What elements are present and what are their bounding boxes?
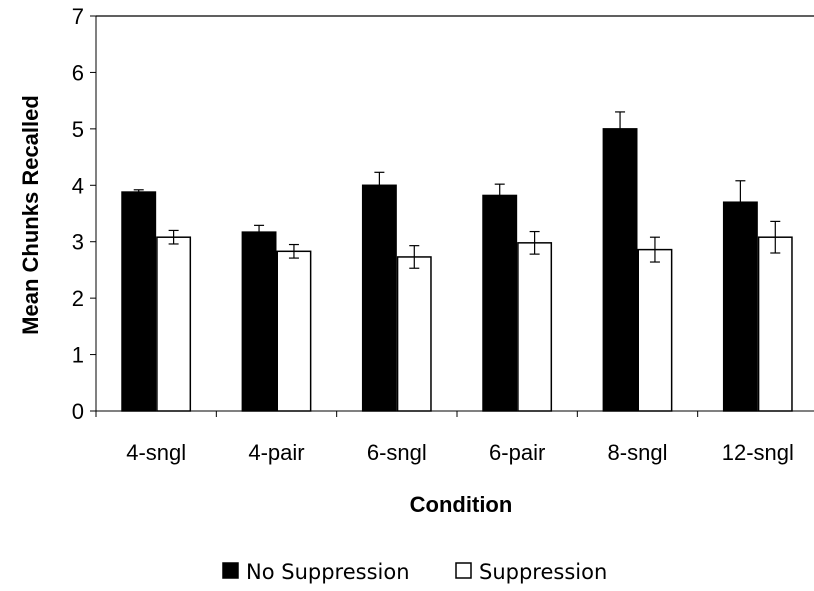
legend: No Suppression Suppression <box>222 560 607 584</box>
legend-swatch-suppression <box>455 562 472 579</box>
y-tick-label: 0 <box>72 399 84 424</box>
bar-suppression <box>517 242 553 412</box>
bars <box>121 111 793 412</box>
x-tick-label: 12-sngl <box>722 440 794 465</box>
legend-label: No Suppression <box>246 560 410 584</box>
y-tick-label: 6 <box>72 60 84 85</box>
bar-no-suppression <box>241 231 277 412</box>
bar-suppression <box>396 256 432 412</box>
y-axis-title: Mean Chunks Recalled <box>18 95 43 335</box>
legend-swatch-no-suppression <box>222 562 239 579</box>
bar-suppression <box>637 248 673 412</box>
bar-no-suppression <box>722 201 758 412</box>
bar-no-suppression <box>121 191 157 412</box>
bar-suppression <box>156 236 192 412</box>
x-axis: 4-sngl 4-pair 6-sngl 6-pair 8-sngl 12-sngl <box>95 410 814 465</box>
x-tick-label: 4-pair <box>248 440 304 465</box>
x-tick-label: 6-pair <box>489 440 545 465</box>
y-tick-label: 4 <box>72 173 84 198</box>
x-tick-label: 6-sngl <box>367 440 427 465</box>
y-tick-label: 7 <box>72 4 84 29</box>
bar-suppression <box>757 236 793 412</box>
x-tick-label: 4-sngl <box>126 440 186 465</box>
y-tick-label: 2 <box>72 286 84 311</box>
x-axis-title: Condition <box>410 492 513 517</box>
y-tick-label: 5 <box>72 117 84 142</box>
bar-no-suppression <box>361 184 397 412</box>
y-tick-label: 1 <box>72 343 84 368</box>
bar-no-suppression <box>602 128 638 412</box>
bar-no-suppression <box>482 194 518 412</box>
x-tick-label: 8-sngl <box>608 440 668 465</box>
legend-label: Suppression <box>479 560 607 584</box>
bar-suppression <box>276 250 312 412</box>
y-axis: 0 1 2 3 4 5 6 7 <box>72 4 814 424</box>
y-tick-label: 3 <box>72 230 84 255</box>
